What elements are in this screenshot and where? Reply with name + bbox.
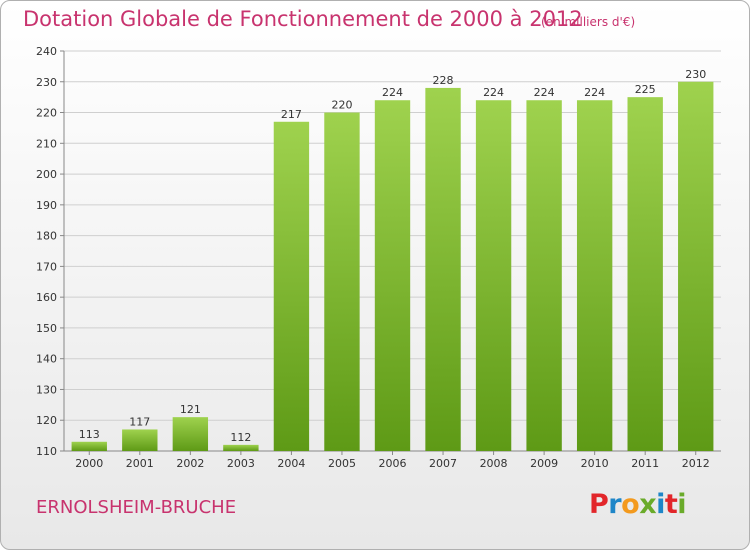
- y-tick-label: 170: [36, 260, 57, 273]
- x-tick-label: 2008: [480, 457, 508, 470]
- logo-letter: P: [589, 489, 609, 520]
- logo-letter: o: [621, 489, 640, 520]
- chart-title: Dotation Globale de Fonctionnement de 20…: [23, 7, 583, 31]
- bar: [172, 417, 209, 451]
- chart-unit: (en milliers d'€): [541, 15, 636, 29]
- bar: [324, 112, 360, 452]
- logo-letter: t: [664, 489, 678, 520]
- x-tick-label: 2002: [176, 457, 204, 470]
- bar: [526, 100, 562, 451]
- bar: [223, 444, 259, 451]
- y-tick-label: 130: [36, 383, 57, 396]
- label-layer: 110 120 130 140 150 160 170 180 190 200 210 220 230 2…: [36, 45, 710, 470]
- value-label: 224: [584, 86, 605, 99]
- y-tick-label: 160: [36, 291, 57, 304]
- x-tick-label: 2000: [75, 457, 103, 470]
- y-tick-label: 200: [36, 168, 57, 181]
- value-label: 220: [331, 99, 352, 112]
- value-label: 112: [230, 431, 251, 444]
- bar: [374, 100, 411, 451]
- logo-letter: i: [677, 489, 687, 520]
- y-tick-label: 230: [36, 76, 57, 89]
- bar: [425, 87, 461, 451]
- x-tick-label: 2011: [631, 457, 659, 470]
- bar: [71, 441, 107, 451]
- proxiti-logo[interactable]: Proxiti: [589, 489, 687, 520]
- value-label: 225: [635, 83, 656, 96]
- y-tick-label: 210: [36, 137, 57, 150]
- logo-letter: x: [639, 489, 657, 520]
- x-tick-label: 2010: [581, 457, 609, 470]
- value-label: 228: [433, 74, 454, 87]
- y-tick-label: 220: [36, 107, 57, 120]
- y-tick-label: 140: [36, 353, 57, 366]
- logo-letter: r: [608, 489, 622, 520]
- value-label: 117: [129, 415, 150, 428]
- x-tick-label: 2003: [227, 457, 255, 470]
- x-tick-label: 2009: [530, 457, 558, 470]
- y-tick-label: 150: [36, 322, 57, 335]
- bar-layer: [71, 81, 714, 452]
- x-tick-label: 2005: [328, 457, 356, 470]
- x-tick-label: 2004: [277, 457, 305, 470]
- bar: [576, 100, 613, 451]
- bar: [273, 121, 310, 452]
- value-label: 230: [685, 68, 706, 81]
- y-tick-label: 120: [36, 414, 57, 427]
- value-label: 113: [79, 428, 100, 441]
- bar: [678, 81, 714, 452]
- x-tick-label: 2007: [429, 457, 457, 470]
- value-label: 224: [382, 86, 403, 99]
- y-tick-label: 240: [36, 45, 57, 58]
- value-label: 224: [534, 86, 555, 99]
- y-tick-label: 110: [36, 445, 57, 458]
- value-label: 224: [483, 86, 504, 99]
- town-name: ERNOLSHEIM-BRUCHE: [36, 497, 237, 518]
- y-tick-label: 180: [36, 230, 57, 243]
- x-tick-label: 2001: [126, 457, 154, 470]
- bar: [475, 100, 512, 451]
- bar: [122, 429, 158, 451]
- value-label: 217: [281, 108, 302, 121]
- logo-letter: i: [656, 489, 665, 520]
- y-tick-label: 190: [36, 199, 57, 212]
- x-tick-label: 2006: [379, 457, 407, 470]
- x-tick-label: 2012: [682, 457, 710, 470]
- value-label: 121: [180, 403, 201, 416]
- bar: [627, 97, 663, 452]
